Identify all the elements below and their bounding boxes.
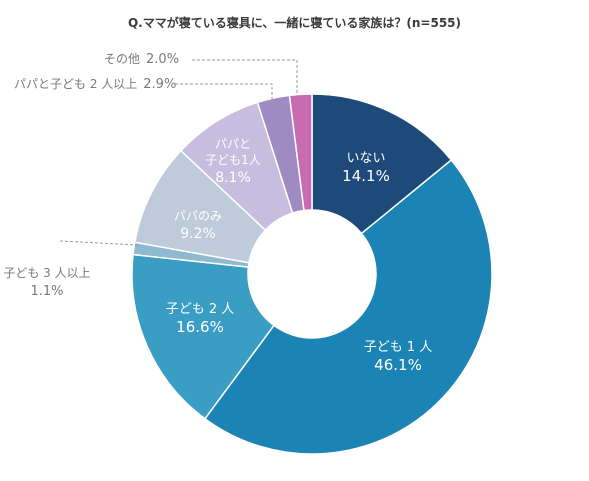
leader-line-sonota bbox=[192, 59, 298, 100]
slice-label-papa2: パパと子ども 2 人以上 2.9% bbox=[14, 77, 176, 92]
label-text-sonota: その他 2.0% bbox=[104, 52, 179, 67]
label-text-papa1: パパと bbox=[215, 137, 251, 151]
slice-label-papanomi: パパのみ 9.2% bbox=[174, 209, 222, 242]
chart-title: Q.ママが寝ている寝具に、一緒に寝ている家族は？(n=555) bbox=[127, 16, 462, 30]
value-label-papa1: 8.1% bbox=[215, 170, 251, 186]
slice-label-sonota: その他 2.0% bbox=[104, 52, 179, 67]
label-text-kodomo1: 子ども 1 人 bbox=[364, 340, 433, 355]
slice-label-kodomo1: 子ども 1 人46.1% bbox=[364, 340, 433, 374]
label-text-papa2: パパと子ども 2 人以上 2.9% bbox=[14, 77, 176, 92]
label-text-kodomo3: 子ども 3 人以上 bbox=[3, 266, 90, 280]
label-text-papanomi: パパのみ bbox=[174, 209, 222, 223]
value-label-kodomo3: 1.1% bbox=[30, 284, 63, 299]
value-label-inai: 14.1% bbox=[342, 167, 390, 185]
value-label-papanomi: 9.2% bbox=[180, 226, 216, 242]
leader-line-papa2 bbox=[175, 83, 273, 104]
slice-label-kodomo2: 子ども 2 人16.6% bbox=[166, 302, 235, 336]
slice-kodomo1 bbox=[203, 158, 493, 455]
slice-label-kodomo3: 子ども 3 人以上 1.1% bbox=[3, 266, 90, 299]
slice-inai bbox=[311, 93, 453, 235]
slice-sonota bbox=[288, 93, 313, 212]
value-label-kodomo1: 46.1% bbox=[374, 356, 422, 374]
value-label-kodomo2: 16.6% bbox=[176, 318, 224, 336]
slice-kodomo2 bbox=[131, 253, 275, 420]
leader-line-kodomo3 bbox=[59, 240, 139, 246]
label-text-inai: いない bbox=[346, 151, 385, 166]
label-text-kodomo2: 子ども 2 人 bbox=[166, 302, 235, 317]
label-text-papa1: 子ども1人 bbox=[205, 153, 261, 167]
